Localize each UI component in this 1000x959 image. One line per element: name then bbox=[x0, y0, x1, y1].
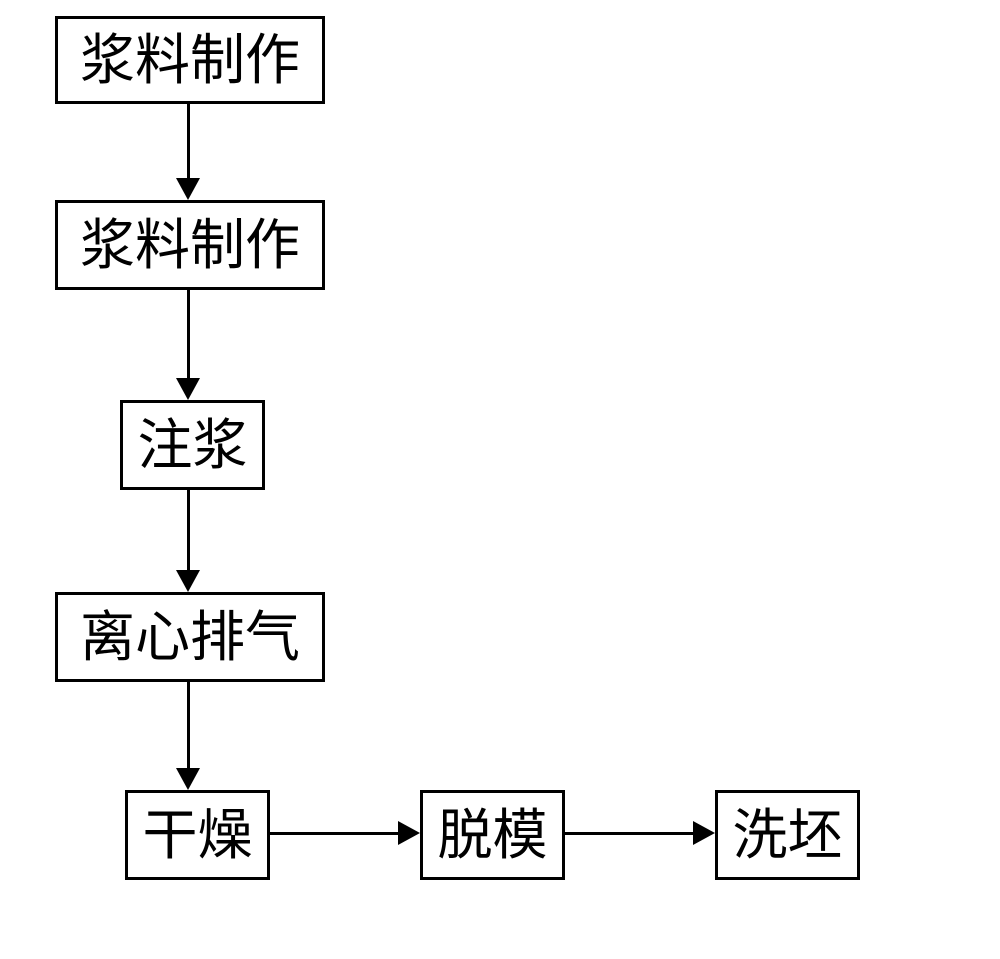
flow-node-6: 脱模 bbox=[420, 790, 565, 880]
arrow-down-icon bbox=[187, 682, 190, 768]
arrow-down-icon bbox=[187, 490, 190, 570]
arrowhead-down-icon bbox=[176, 378, 200, 400]
arrow-down-icon bbox=[187, 104, 190, 178]
arrowhead-down-icon bbox=[176, 768, 200, 790]
arrowhead-down-icon bbox=[176, 570, 200, 592]
arrowhead-right-icon bbox=[398, 821, 420, 845]
flow-node-5: 干燥 bbox=[125, 790, 270, 880]
arrowhead-right-icon bbox=[693, 821, 715, 845]
arrow-down-icon bbox=[187, 290, 190, 378]
flow-node-4: 离心排气 bbox=[55, 592, 325, 682]
flow-node-2: 浆料制作 bbox=[55, 200, 325, 290]
arrowhead-down-icon bbox=[176, 178, 200, 200]
arrow-right-icon bbox=[565, 832, 693, 835]
flow-node-7: 洗坯 bbox=[715, 790, 860, 880]
flow-node-1: 浆料制作 bbox=[55, 16, 325, 104]
flow-node-3: 注浆 bbox=[120, 400, 265, 490]
arrow-right-icon bbox=[270, 832, 398, 835]
